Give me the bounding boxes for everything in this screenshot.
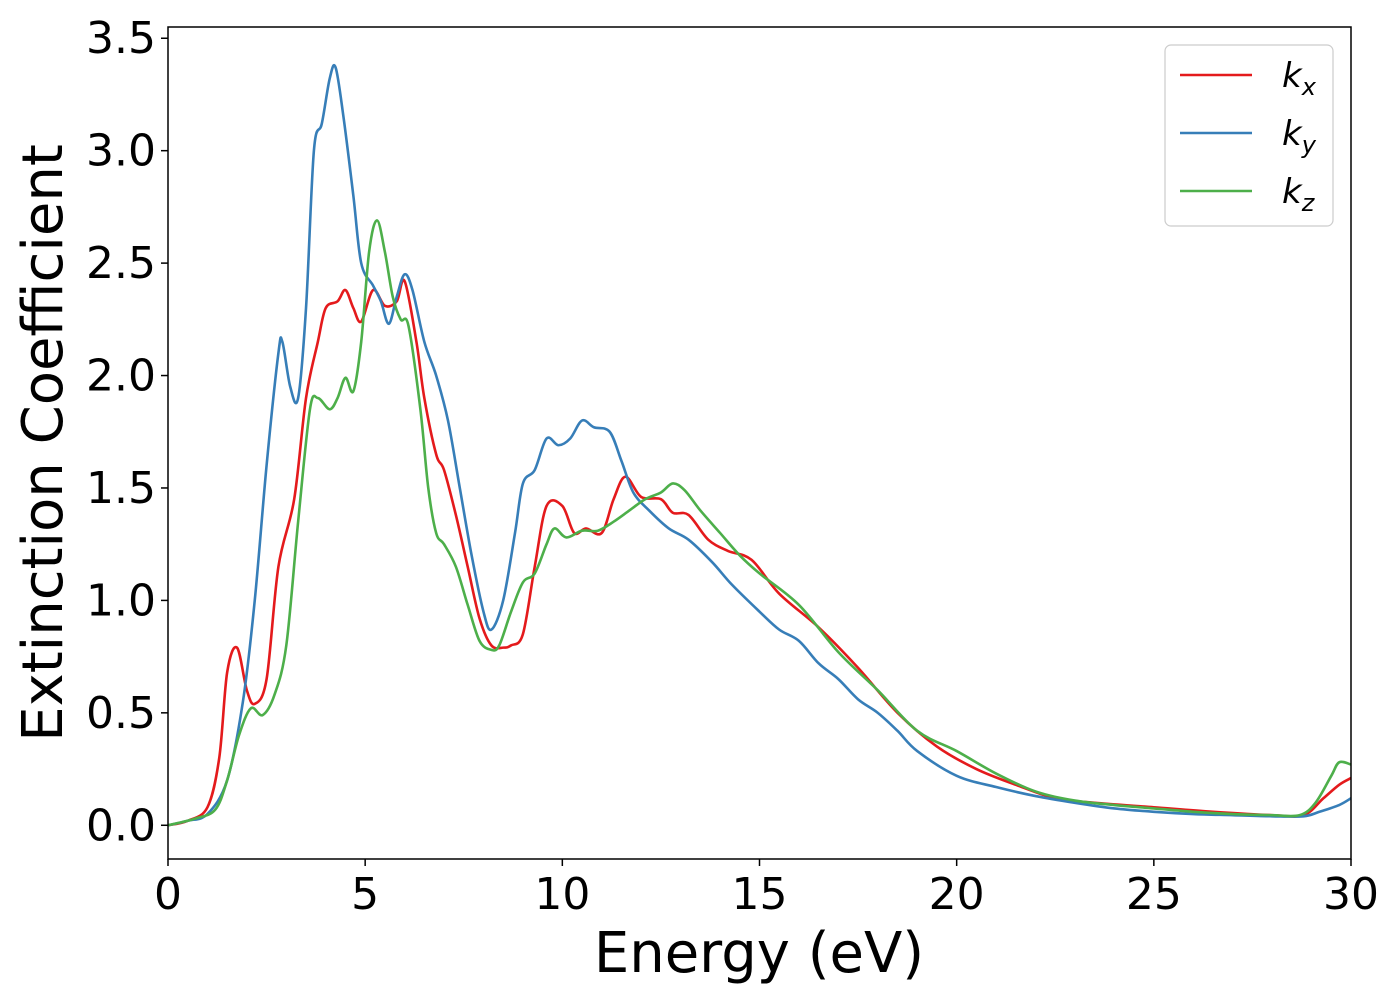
y-tick-label: 3.5 bbox=[86, 13, 156, 64]
y-axis-label: Extinction Coefficient bbox=[11, 144, 76, 742]
x-tick-label: 25 bbox=[1126, 869, 1182, 920]
legend-label-k-z: kz bbox=[1282, 172, 1316, 217]
legend-label-k-x: kx bbox=[1282, 56, 1317, 101]
y-tick-label: 2.5 bbox=[86, 238, 156, 289]
y-axis-ticks: 0.0 0.5 1.0 1.5 2.0 2.5 3.0 3.5 bbox=[86, 13, 168, 851]
legend-label-k-y: ky bbox=[1282, 114, 1317, 159]
series-line-k-z bbox=[168, 219, 1351, 827]
x-tick-label: 30 bbox=[1323, 869, 1379, 920]
series-line-k-x bbox=[168, 278, 1351, 827]
x-axis-ticks: 0 5 10 15 20 25 30 bbox=[154, 859, 1379, 920]
plot-background bbox=[168, 27, 1351, 859]
x-tick-label: 0 bbox=[154, 869, 182, 920]
y-tick-label: 3.0 bbox=[86, 126, 156, 177]
y-tick-label: 0.5 bbox=[86, 688, 156, 739]
x-tick-label: 15 bbox=[732, 869, 788, 920]
y-tick-label: 1.0 bbox=[86, 575, 156, 626]
legend: kx ky kz bbox=[1164, 44, 1334, 227]
y-tick-label: 0.0 bbox=[86, 800, 156, 851]
x-tick-label: 5 bbox=[351, 869, 379, 920]
x-axis-label: Energy (eV) bbox=[594, 921, 924, 986]
y-tick-label: 1.5 bbox=[86, 463, 156, 514]
legend-box bbox=[1164, 44, 1334, 227]
x-tick-label: 10 bbox=[534, 869, 590, 920]
series-layer bbox=[168, 63, 1351, 827]
y-tick-label: 2.0 bbox=[86, 351, 156, 402]
x-tick-label: 20 bbox=[929, 869, 985, 920]
series-line-k-y bbox=[168, 63, 1351, 827]
